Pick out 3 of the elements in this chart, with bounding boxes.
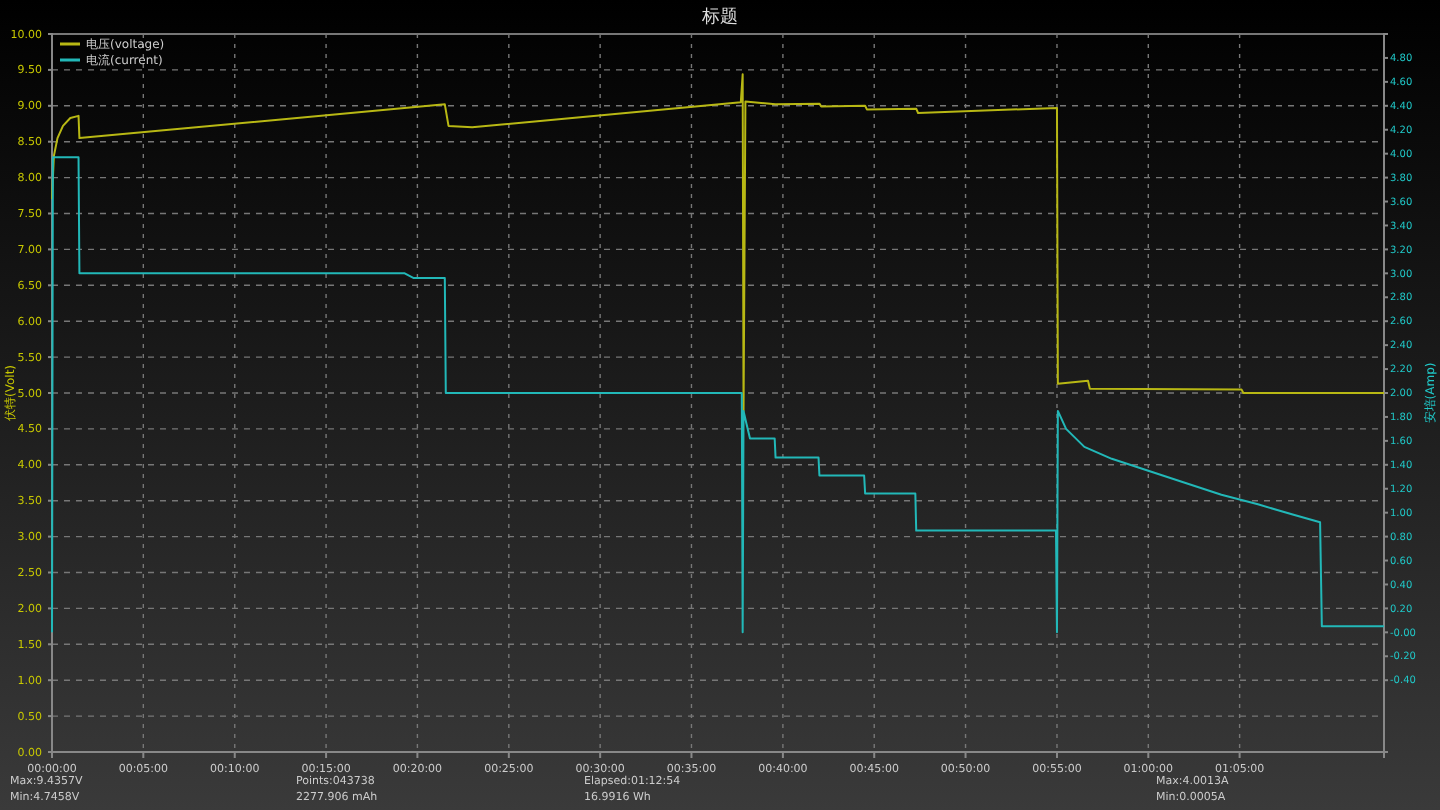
line-series	[51, 156, 1385, 634]
line-series	[51, 73, 1385, 412]
chart-title: 标题	[700, 6, 738, 28]
